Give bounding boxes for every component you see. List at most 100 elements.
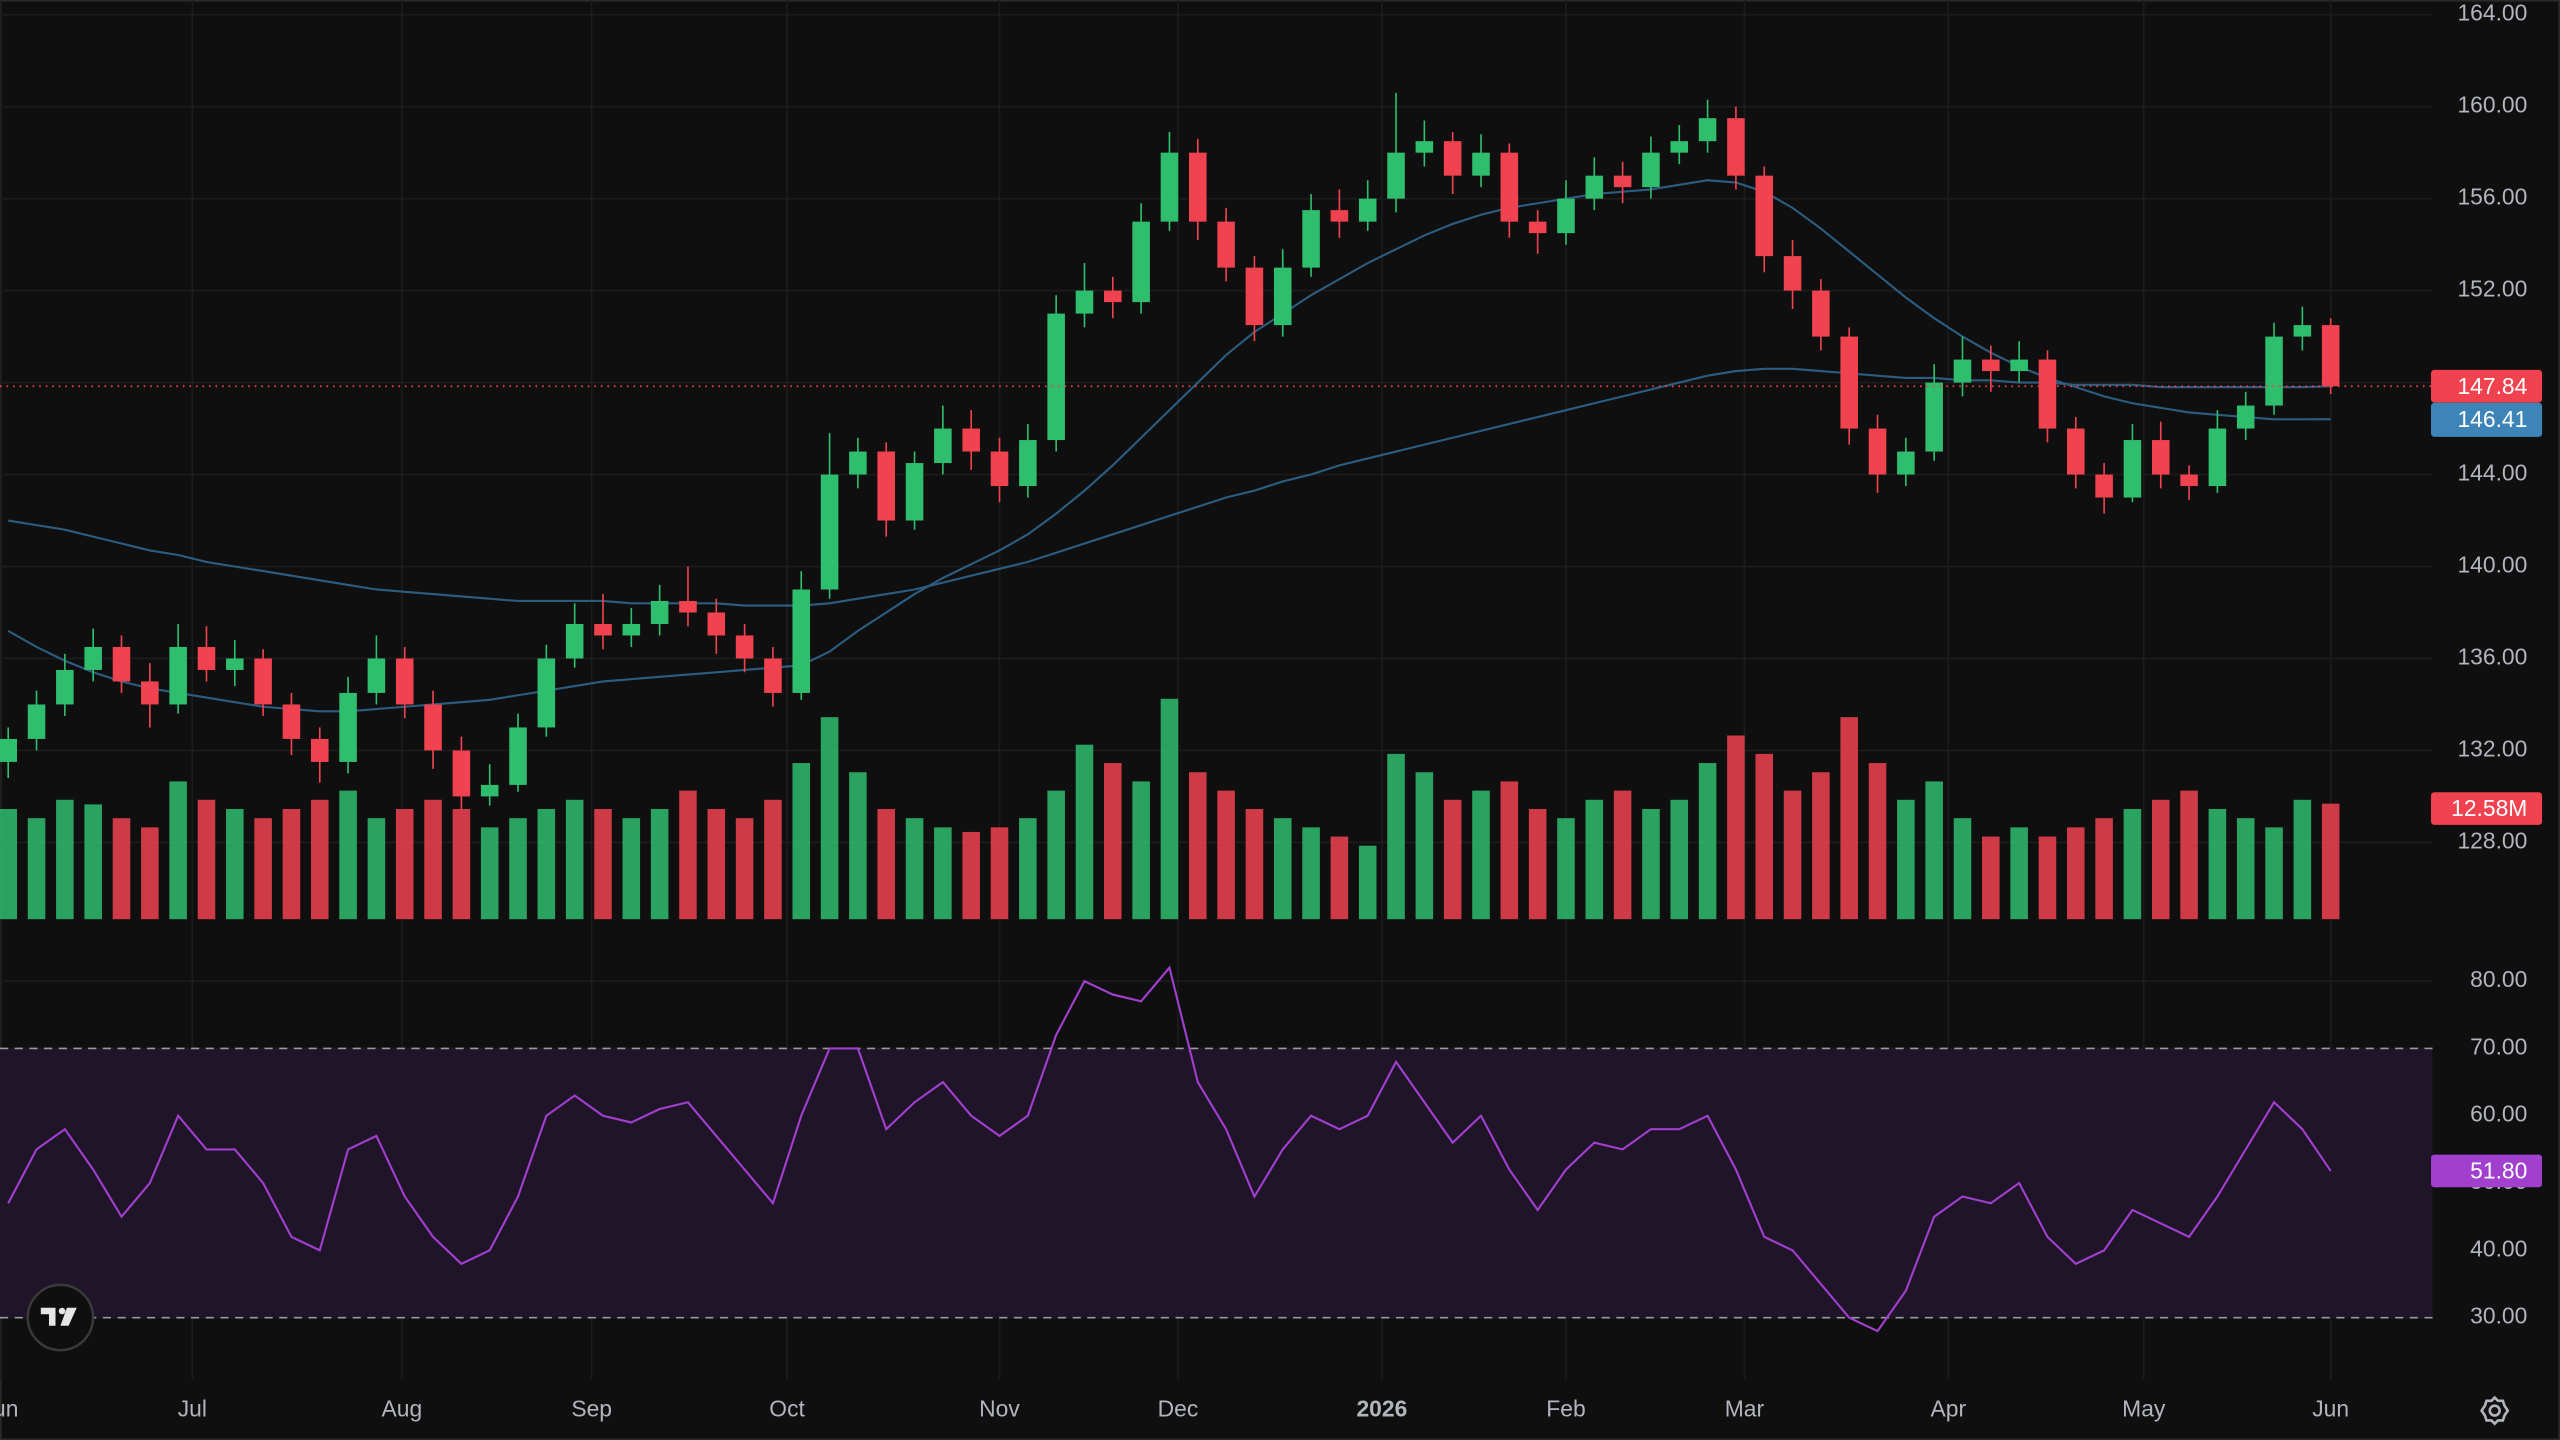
candle-body xyxy=(2095,474,2113,498)
volume-bar xyxy=(764,799,782,920)
x-tick-label: Apr xyxy=(1931,1396,1967,1422)
x-tick-label: Dec xyxy=(1158,1396,1199,1422)
candle-body xyxy=(792,589,811,693)
volume-bar xyxy=(254,818,272,920)
candle-body xyxy=(1132,221,1150,303)
rsi-tick-label: 60.00 xyxy=(2470,1101,2527,1127)
volume-bar xyxy=(1047,790,1065,920)
candle-body xyxy=(1217,221,1235,268)
candle-body xyxy=(226,658,244,670)
volume-bar xyxy=(310,799,329,920)
candle-body xyxy=(679,600,697,613)
volume-bar xyxy=(1104,763,1122,920)
settings-gear[interactable] xyxy=(2480,1395,2510,1426)
volume-bar xyxy=(1415,772,1434,920)
candle-body xyxy=(2293,325,2312,337)
volume-bar xyxy=(1868,763,1887,920)
volume-bar xyxy=(2151,799,2170,920)
volume-bar xyxy=(395,808,414,920)
volume-bar xyxy=(2010,827,2028,920)
candle-body xyxy=(905,463,924,521)
volume-bar xyxy=(1812,772,1830,920)
y-tick-label: 136.00 xyxy=(2457,643,2527,669)
volume-bar xyxy=(1755,753,1774,920)
candle-body xyxy=(310,738,329,762)
volume-bar xyxy=(735,818,754,920)
volume-bar xyxy=(792,763,811,920)
candle-body xyxy=(2208,428,2227,487)
volume-bar xyxy=(56,799,74,920)
volume-bar xyxy=(1443,799,1462,920)
y-tick-label: 132.00 xyxy=(2457,735,2527,761)
volume-bar xyxy=(424,799,442,920)
x-tick-label: 2026 xyxy=(1356,1396,1407,1422)
candle-body xyxy=(2123,440,2142,498)
volume-bar xyxy=(537,808,556,920)
candle-body xyxy=(1188,152,1207,222)
rsi-band xyxy=(0,1048,2433,1318)
candle-body xyxy=(1273,267,1292,326)
candle-body xyxy=(934,428,952,464)
volume-bar xyxy=(2236,818,2255,920)
volume-bar xyxy=(1528,808,1547,920)
y-tick-label: 128.00 xyxy=(2457,827,2527,853)
volume-bar xyxy=(2321,803,2340,920)
candle-body xyxy=(1755,175,1774,257)
candle-body xyxy=(1047,313,1065,441)
candle-body xyxy=(2010,359,2028,372)
candle-body xyxy=(2067,428,2085,475)
volume-bar xyxy=(282,808,301,920)
candle-body xyxy=(452,750,471,797)
candle-body xyxy=(0,738,17,762)
candle-body xyxy=(622,623,641,636)
volume-bar xyxy=(1330,836,1349,920)
volume-bar xyxy=(1019,818,1037,920)
volume-bar xyxy=(509,818,527,920)
volume-bar xyxy=(339,790,357,920)
rsi-line xyxy=(7,965,2332,1333)
candle-body xyxy=(1302,210,1320,268)
y-tick-label: 140.00 xyxy=(2457,552,2527,578)
volume-bar xyxy=(84,804,102,920)
candle-body xyxy=(282,704,301,739)
last-price-label: 147.84 xyxy=(2457,373,2527,399)
volume-bar xyxy=(1160,698,1179,920)
ma-label-box xyxy=(2431,402,2543,436)
volume-bar xyxy=(1925,781,1943,920)
candle-body xyxy=(820,474,839,590)
volume-bar xyxy=(169,781,187,920)
last-price-label-box xyxy=(2431,369,2543,403)
volume-bar xyxy=(2038,836,2057,920)
x-tick-label: Oct xyxy=(769,1396,805,1422)
candle-body xyxy=(1840,336,1858,429)
y-tick-label: 164.00 xyxy=(2457,0,2527,26)
volume-bar xyxy=(2208,808,2227,920)
candle-body xyxy=(1670,141,1689,153)
volume-bar xyxy=(1132,781,1150,920)
volume-bar xyxy=(820,717,839,920)
rsi-tick-label: 70.00 xyxy=(2470,1033,2527,1059)
candle-body xyxy=(1330,210,1349,222)
volume-bar xyxy=(990,827,1009,920)
candle-body xyxy=(877,451,896,521)
tradingview-logo[interactable] xyxy=(26,1283,95,1352)
candle-body xyxy=(1387,152,1405,199)
volume-bar xyxy=(1840,717,1858,920)
candle-body xyxy=(1897,451,1915,475)
volume-bar xyxy=(594,808,612,920)
volume-bar xyxy=(1982,836,2000,920)
candle-body xyxy=(1727,118,1745,176)
rsi-tick-label: 40.00 xyxy=(2470,1235,2527,1261)
volume-bar xyxy=(112,818,131,920)
volume-bar xyxy=(141,827,159,920)
volume-bar xyxy=(2265,827,2283,920)
candle-body xyxy=(1019,440,1037,487)
candle-body xyxy=(1642,152,1660,188)
x-tick-label: Sep xyxy=(571,1396,612,1422)
candle-body xyxy=(112,646,131,682)
volume-bar xyxy=(1557,818,1575,920)
candle-body xyxy=(1868,428,1887,475)
rsi-label-box xyxy=(2431,1154,2543,1188)
moving-average xyxy=(7,179,2331,713)
